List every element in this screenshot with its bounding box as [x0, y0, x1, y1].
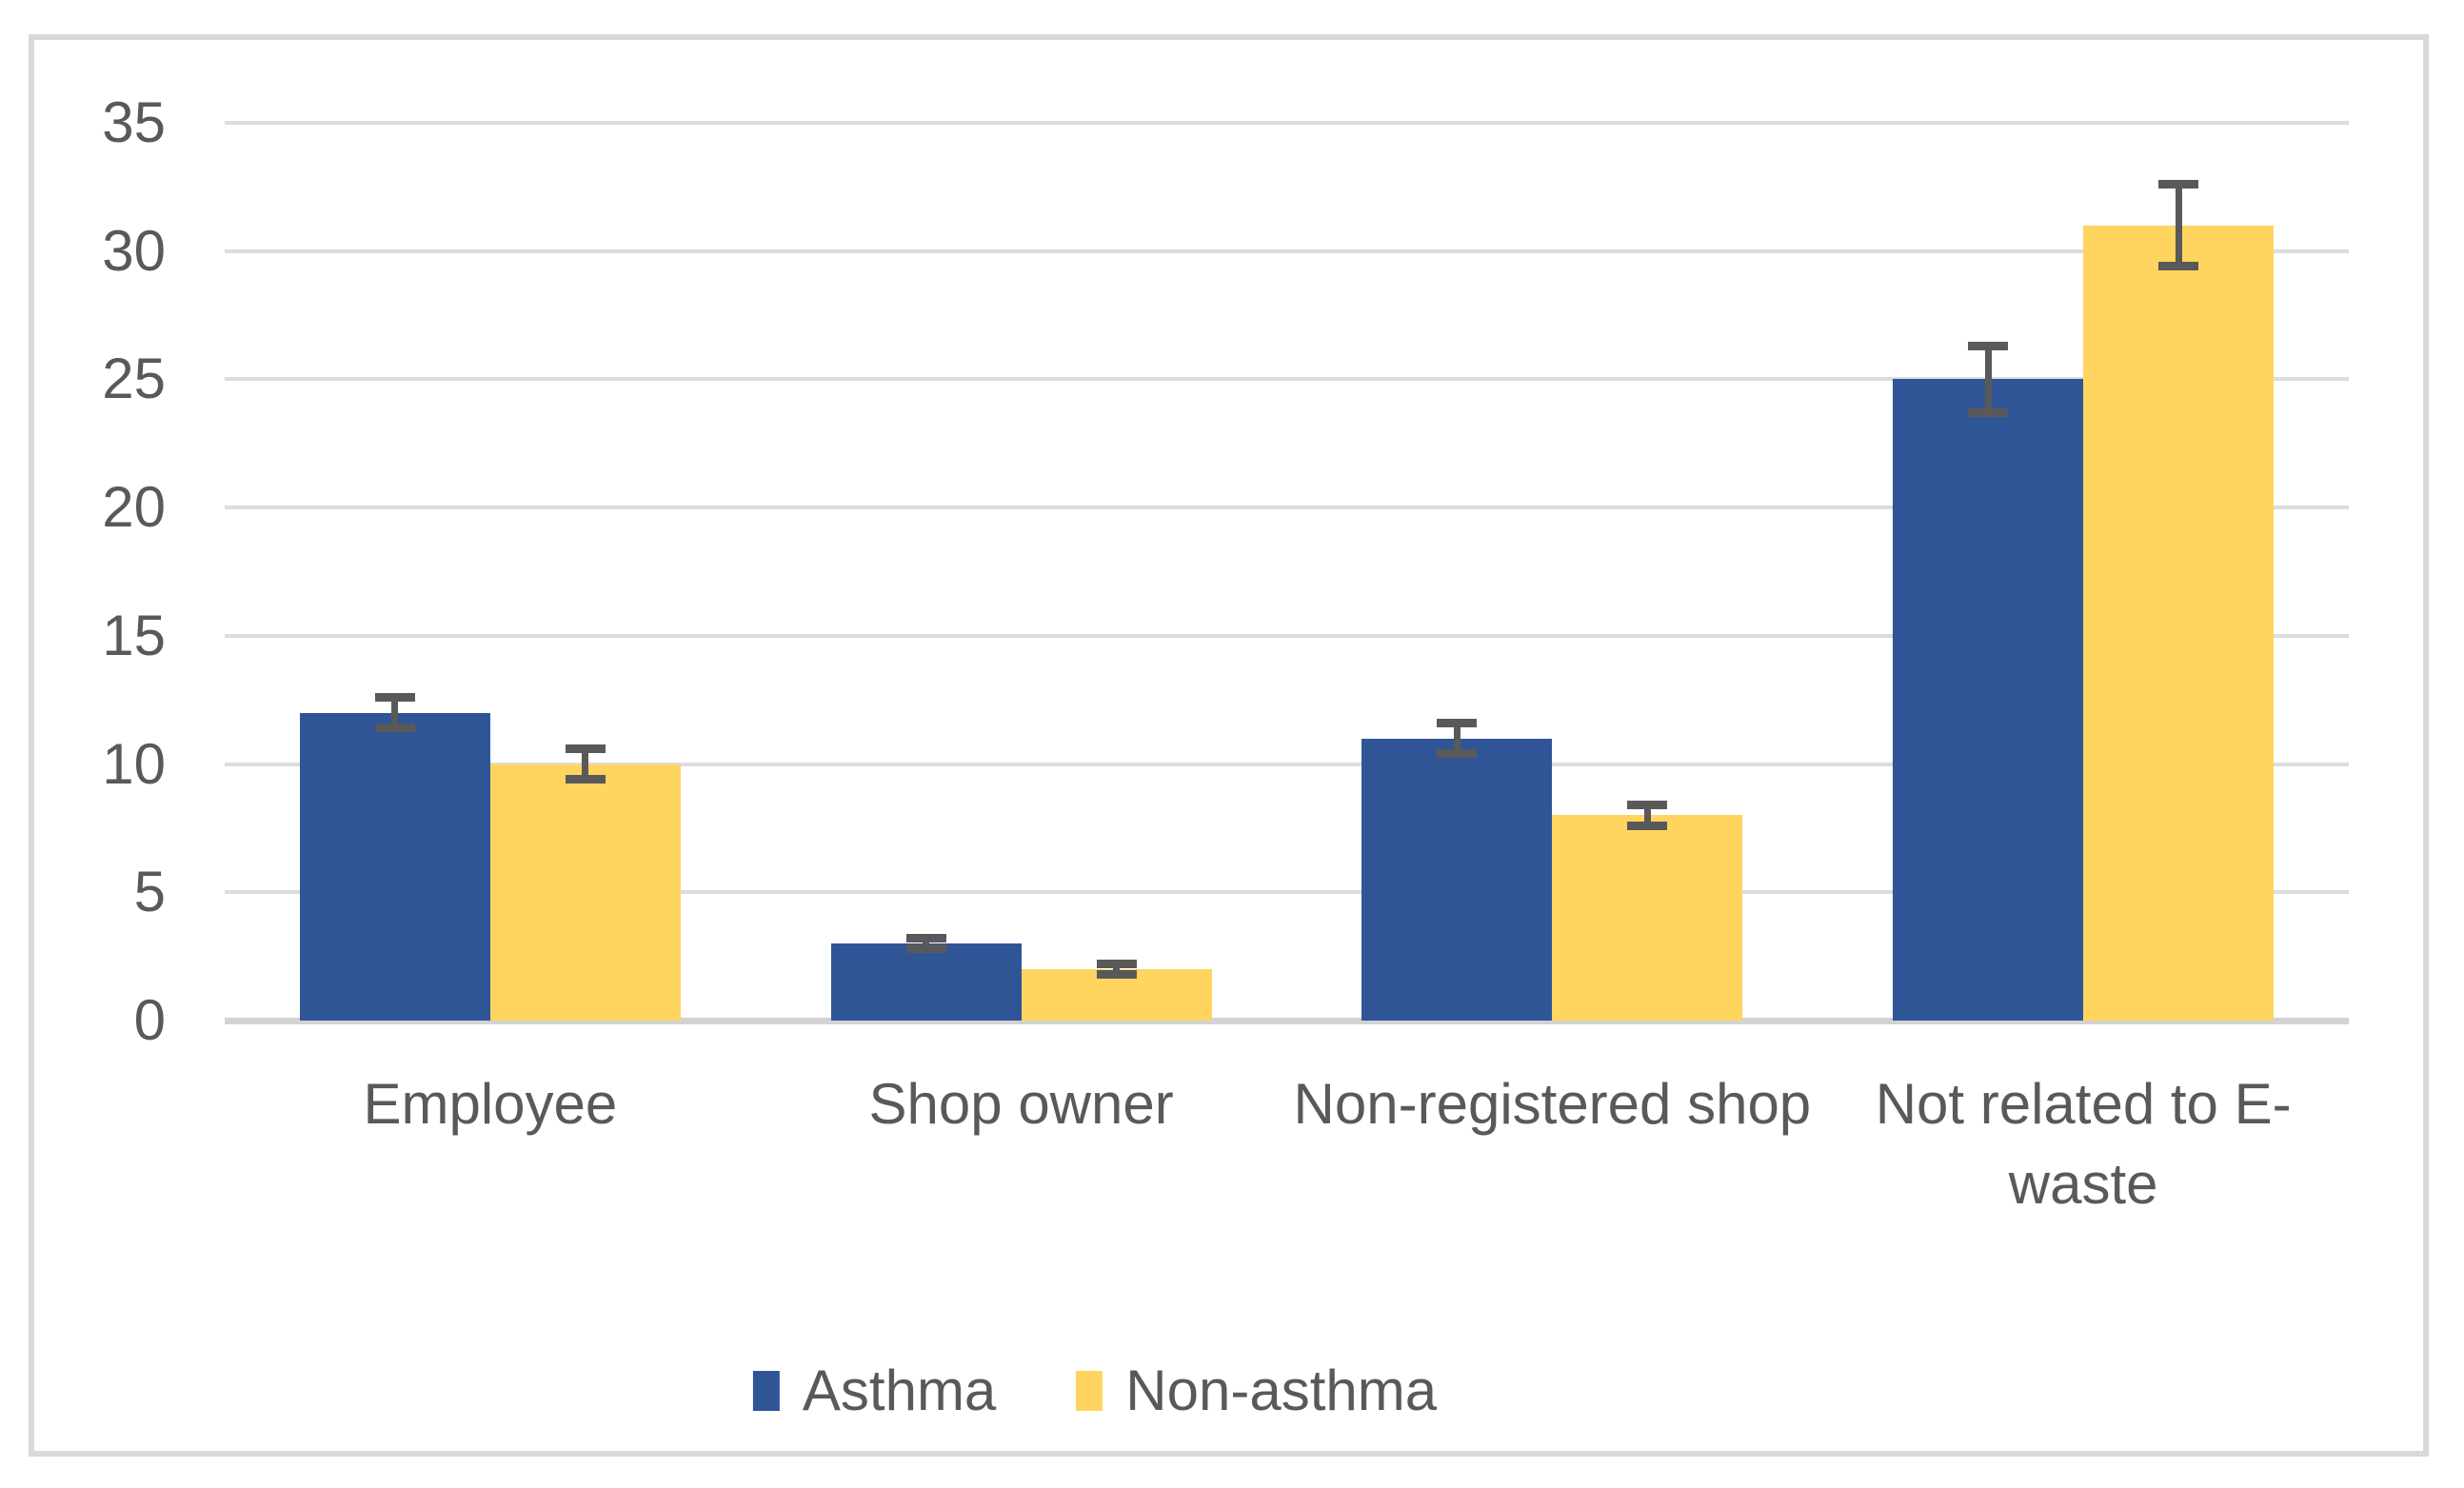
- error-bar-cap-bottom: [565, 775, 606, 784]
- error-bar-line: [582, 748, 589, 780]
- y-tick-label: 5: [133, 860, 166, 924]
- bar-non-asthma: [489, 764, 681, 1021]
- chart-frame: 0 5 10 15 20 25 30 35 Employee Shop owner Non-regi…: [29, 34, 2429, 1457]
- bar-asthma: [830, 943, 1022, 1021]
- bar-non-asthma: [1552, 815, 1743, 1021]
- y-tick-label: 35: [102, 90, 166, 154]
- gridline: [225, 377, 2349, 382]
- error-bar-cap-bottom: [905, 944, 946, 954]
- error-bar-cap-bottom: [1437, 749, 1478, 759]
- error-bar-line: [391, 697, 399, 728]
- y-tick-label: 20: [102, 475, 166, 540]
- error-bar-cap-top: [565, 744, 606, 753]
- x-category-label: Employee: [363, 1072, 618, 1136]
- y-tick-label: 25: [102, 347, 166, 411]
- error-bar-cap-bottom: [374, 724, 415, 733]
- legend-label: Non-asthma: [1125, 1359, 1438, 1422]
- legend-swatch: [752, 1370, 780, 1411]
- error-bar-line: [1113, 963, 1121, 975]
- error-bar-cap-top: [905, 934, 946, 943]
- error-bar-cap-bottom: [2158, 262, 2199, 271]
- legend-swatch: [1076, 1370, 1103, 1411]
- error-bar-line: [1643, 804, 1651, 826]
- bar-non-asthma: [2083, 225, 2275, 1021]
- x-category-label: Not related to E-waste: [1875, 1072, 2292, 1216]
- gridline: [225, 890, 2349, 895]
- bar-asthma: [1893, 379, 2084, 1021]
- error-bar-line: [1453, 723, 1461, 754]
- gridline: [225, 248, 2349, 253]
- legend-item: Non-asthma: [1076, 1358, 1437, 1423]
- error-bar-line: [923, 938, 930, 949]
- error-bar-cap-bottom: [1968, 407, 2009, 417]
- legend-item: Asthma: [752, 1358, 997, 1423]
- bar-asthma: [299, 712, 490, 1021]
- gridline: [225, 633, 2349, 638]
- error-bar-cap-top: [2158, 180, 2199, 189]
- y-tick-label: 10: [102, 731, 166, 796]
- x-category-label: Shop owner: [868, 1072, 1174, 1136]
- y-tick-label: 15: [102, 603, 166, 667]
- gridline: [225, 121, 2349, 125]
- error-bar-cap-bottom: [1096, 970, 1137, 979]
- error-bar-line: [2175, 184, 2182, 267]
- error-bar-cap-top: [374, 693, 415, 703]
- error-bar-cap-top: [1096, 960, 1137, 969]
- plot-area: 0 5 10 15 20 25 30 35 Employee Shop owner Non-regi…: [34, 40, 2423, 1451]
- y-tick-label: 0: [133, 988, 166, 1052]
- gridline: [225, 762, 2349, 766]
- error-bar-cap-top: [1627, 801, 1668, 810]
- legend-label: Asthma: [802, 1359, 997, 1422]
- error-bar-cap-top: [1968, 341, 2009, 350]
- y-tick-label: 30: [102, 218, 166, 283]
- error-bar-line: [1984, 346, 1992, 413]
- x-axis-line: [225, 1018, 2349, 1024]
- legend: Asthma Non-asthma: [752, 1358, 1437, 1423]
- bar-asthma: [1361, 738, 1553, 1021]
- gridline: [225, 506, 2349, 510]
- error-bar-cap-top: [1437, 718, 1478, 727]
- x-category-label: Non-registered shop: [1293, 1072, 1812, 1136]
- error-bar-cap-bottom: [1627, 821, 1668, 830]
